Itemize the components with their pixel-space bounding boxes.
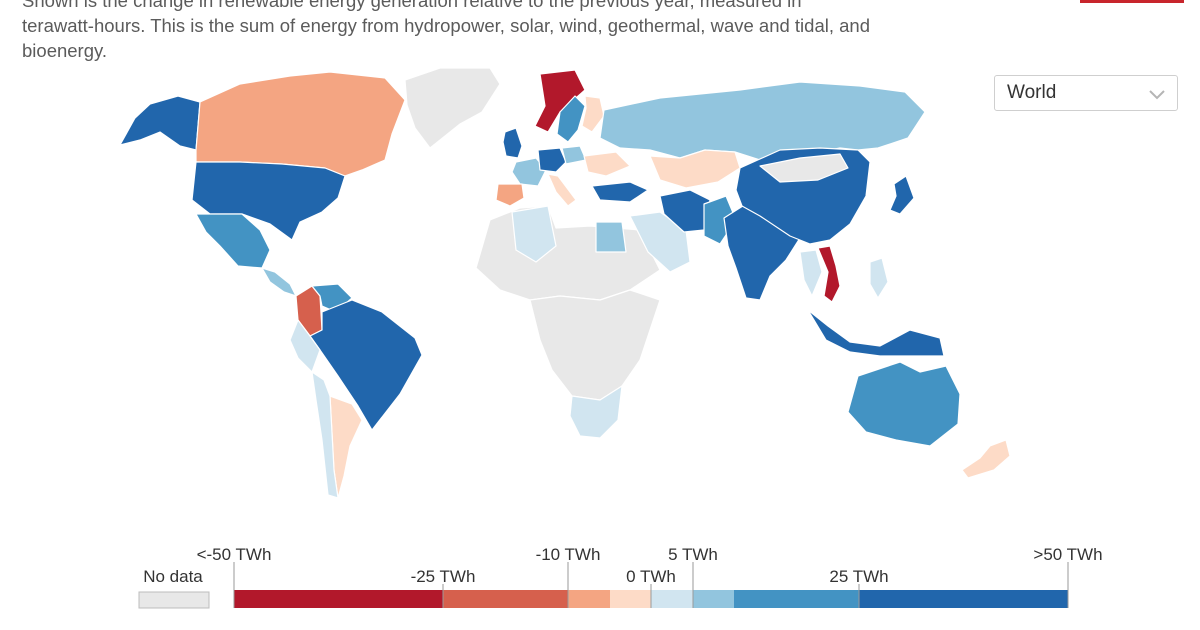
subtitle-line-0: Shown is the change in renewable energy … [22, 0, 802, 11]
region-select-value: World [1007, 82, 1057, 103]
region-germany[interactable] [537, 147, 567, 173]
region-finland[interactable] [581, 95, 605, 133]
region-egypt[interactable] [595, 221, 627, 253]
legend-label-bottom-0: -25 TWh [411, 567, 476, 586]
legend-label-bottom-2: 25 TWh [829, 567, 888, 586]
subtitle-line-1: terawatt-hours. This is the sum of energ… [22, 15, 871, 36]
region-southern-africa[interactable] [569, 385, 623, 439]
legend-bin-0[interactable] [234, 590, 443, 608]
region-central-africa[interactable] [529, 289, 661, 401]
region-algeria[interactable] [511, 205, 557, 263]
legend-no-data-swatch[interactable] [138, 591, 210, 609]
world-map [119, 67, 1011, 499]
subtitle-line-2: bioenergy. [22, 40, 108, 61]
region-turkey[interactable] [591, 181, 649, 203]
region-japan[interactable] [889, 175, 915, 215]
legend-bin-4[interactable] [651, 590, 693, 608]
region-philippines[interactable] [869, 257, 889, 299]
region-norway[interactable] [534, 69, 586, 133]
region-mexico[interactable] [195, 213, 271, 269]
region-alaska[interactable] [119, 95, 201, 151]
region-poland[interactable] [561, 145, 587, 165]
legend-bin-5[interactable] [693, 590, 734, 608]
region-indonesia[interactable] [807, 309, 945, 357]
legend-bin-2[interactable] [568, 590, 610, 608]
region-select[interactable]: World [994, 75, 1178, 111]
region-canada[interactable] [195, 71, 406, 177]
chevron-down-icon [1149, 90, 1165, 100]
region-italy[interactable] [547, 173, 577, 207]
region-australia[interactable] [847, 361, 961, 447]
legend-bin-3[interactable] [610, 590, 651, 608]
region-russia[interactable] [599, 81, 926, 161]
region-vietnam[interactable] [817, 245, 841, 303]
region-spain[interactable] [495, 183, 525, 207]
region-central-america[interactable] [261, 267, 297, 297]
region-greenland[interactable] [404, 67, 501, 149]
legend-label-bottom-1: 0 TWh [626, 567, 676, 586]
legend-bin-1[interactable] [443, 590, 568, 608]
region-kazakhstan[interactable] [649, 149, 741, 189]
region-chile[interactable] [311, 371, 339, 499]
region-ukraine[interactable] [583, 151, 631, 177]
legend-label-top-3: >50 TWh [1033, 545, 1102, 564]
region-france[interactable] [511, 157, 547, 187]
color-legend: No data <-50 TWh -10 TWh 5 TWh >50 TWh -25 T… [138, 545, 1103, 609]
legend-no-data-label: No data [143, 567, 203, 586]
top-accent-bar [1080, 0, 1184, 3]
region-sweden[interactable] [556, 95, 586, 143]
legend-bin-7[interactable] [859, 590, 1068, 608]
legend-bin-6[interactable] [734, 590, 859, 608]
region-thailand[interactable] [799, 249, 823, 297]
region-new-zealand[interactable] [961, 439, 1011, 479]
region-mongolia[interactable] [759, 153, 849, 183]
chart-subtitle: Shown is the change in renewable energy … [22, 0, 1002, 63]
legend-label-top-0: <-50 TWh [197, 545, 272, 564]
legend-label-top-1: -10 TWh [536, 545, 601, 564]
region-saudi-arabia[interactable] [629, 211, 691, 273]
legend-label-top-2: 5 TWh [668, 545, 718, 564]
region-united-kingdom[interactable] [502, 127, 523, 159]
